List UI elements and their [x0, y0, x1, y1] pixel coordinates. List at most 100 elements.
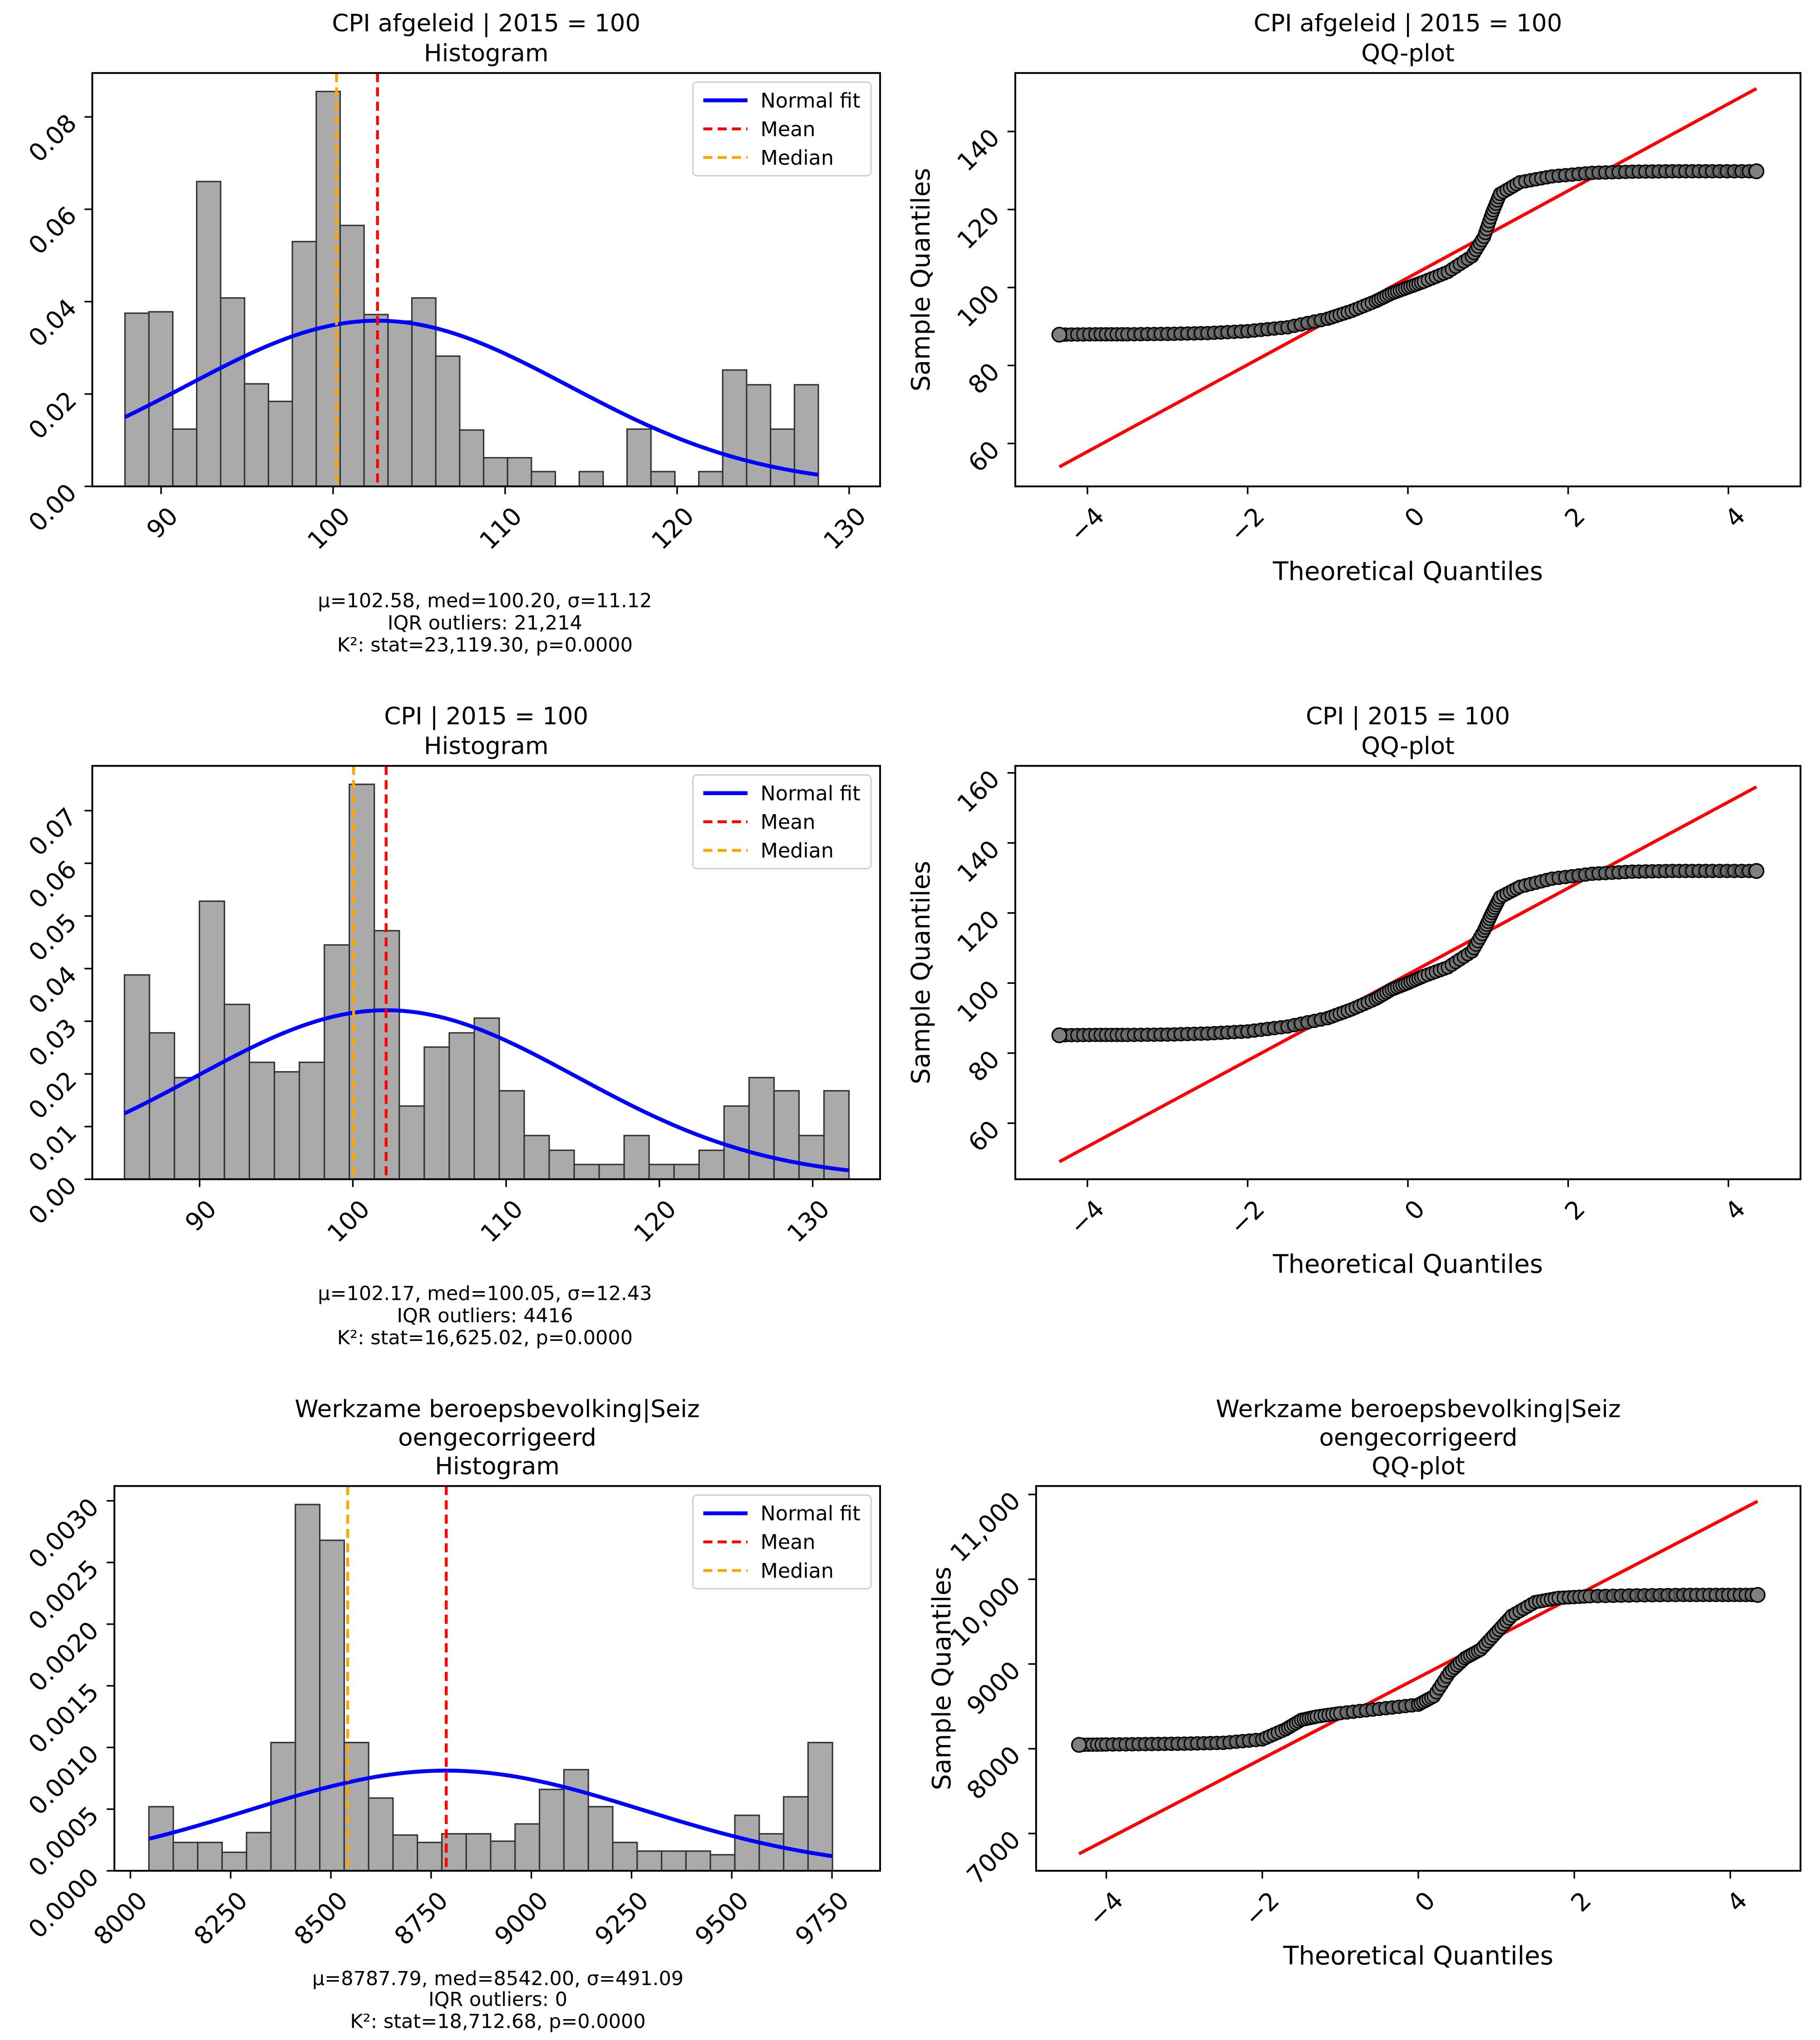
x-axis-label: Theoretical Quantiles	[1272, 557, 1543, 586]
histogram-bar	[770, 428, 795, 487]
histogram-bar	[507, 457, 532, 487]
histogram-bar	[723, 1105, 750, 1180]
qq-sample-band	[1053, 165, 1763, 341]
chart-title-line: QQ-plot	[1361, 732, 1455, 760]
chart-title-line: CPI | 2015 = 100	[1306, 703, 1510, 730]
histogram-bar	[267, 400, 293, 487]
y-tick-label: 80	[962, 1045, 1005, 1087]
y-tick-label: 0.0020	[23, 1616, 104, 1697]
legend: Normal fit Mean Median	[692, 1494, 872, 1590]
y-tick-label: 100	[951, 279, 1005, 333]
chart-title-line: CPI afgeleid | 2015 = 100	[332, 10, 640, 37]
x-tick-label: 100	[321, 1194, 375, 1248]
histogram-bar	[773, 1090, 800, 1180]
x-tick-label: 0	[1399, 501, 1431, 533]
y-tick-label: 0.00	[23, 1170, 82, 1230]
histogram-bar	[539, 1789, 565, 1871]
histogram-bar	[612, 1842, 638, 1871]
x-axis-label: Theoretical Quantiles	[1272, 1250, 1543, 1279]
histogram-bar	[198, 900, 226, 1180]
histogram-bar	[648, 1164, 675, 1180]
stats-annotation-line: μ=8787.79, med=8542.00, σ=491.09	[312, 1967, 684, 1990]
histogram-bar	[299, 1062, 325, 1180]
chart-title-line: CPI afgeleid | 2015 = 100	[1254, 10, 1562, 37]
y-tick-label: 0.0025	[23, 1554, 104, 1636]
histogram-bar	[578, 471, 604, 487]
y-tick-label: 0.07	[23, 802, 82, 861]
x-tick-label: 0	[1399, 1194, 1431, 1226]
histogram-bar	[548, 1149, 575, 1180]
histogram-bar	[368, 1797, 394, 1871]
histogram-bar	[363, 314, 389, 487]
y-tick-label: 160	[951, 764, 1005, 818]
histogram-bar	[482, 457, 508, 487]
legend-mean-label: Mean	[761, 118, 816, 141]
y-tick-label: 0.02	[23, 1065, 82, 1125]
chart-title-line: QQ-plot	[1372, 1453, 1465, 1480]
histogram-bar	[220, 297, 246, 487]
histogram-bar	[324, 944, 350, 1180]
y-tick-label: 0.01	[23, 1118, 82, 1177]
histogram-bar	[172, 1842, 199, 1871]
histogram-bar	[173, 1077, 200, 1180]
y-tick-label: 0.04	[23, 960, 82, 1019]
histogram-bar	[197, 1842, 223, 1871]
qq-sample-point	[1051, 326, 1067, 343]
histogram-bar	[746, 384, 772, 487]
chart-title-line: Werkzame beroepsbevolking|Seiz	[295, 1396, 699, 1423]
histogram-bar	[661, 1850, 687, 1871]
x-tick-label: 100	[302, 501, 356, 555]
histogram-bar	[124, 312, 150, 487]
qq-reference-line	[1078, 1499, 1759, 1856]
axes-frame	[1035, 1485, 1802, 1872]
histogram-bar	[598, 1164, 625, 1180]
x-tick-label: 2	[1559, 501, 1591, 533]
histogram-bar	[244, 383, 270, 487]
y-axis-label: Sample Quantiles	[927, 1567, 957, 1790]
chart-title-line: Werkzame beroepsbevolking|Seiz	[1216, 1396, 1621, 1423]
x-tick-label: 130	[781, 1194, 835, 1248]
y-tick-label: 0.05	[23, 907, 82, 967]
stats-annotation-line: IQR outliers: 4416	[397, 1304, 573, 1327]
qq-reference-line	[1058, 785, 1757, 1163]
histogram-bar	[196, 181, 221, 487]
chart-title-line: Histogram	[435, 1453, 560, 1480]
qq-sample-point	[1748, 163, 1765, 179]
y-tick-label: 11,000	[944, 1486, 1026, 1568]
y-tick-label: 80	[962, 357, 1005, 399]
histogram-bar	[783, 1796, 809, 1871]
plot-area	[1051, 87, 1765, 468]
x-tick-label: 9750	[789, 1886, 854, 1951]
qq-sample-point	[1748, 863, 1765, 879]
legend-mean-label: Mean	[761, 1531, 816, 1554]
histogram-bar	[523, 1135, 550, 1180]
histogram-bar	[823, 1090, 850, 1180]
x-tick-label: −4	[1063, 1194, 1110, 1240]
stats-annotation-line: IQR outliers: 0	[428, 1988, 567, 2011]
histogram-bar	[423, 1046, 450, 1180]
y-tick-label: 0.0005	[23, 1800, 104, 1882]
histogram-bar	[490, 1840, 516, 1871]
qq-sample-band	[1053, 864, 1763, 1042]
histogram-bar	[722, 369, 748, 487]
y-tick-label: 0.00	[23, 478, 82, 537]
plot-area	[1071, 1499, 1766, 1856]
histogram-bar	[587, 1806, 614, 1871]
histogram-bar	[392, 1834, 418, 1871]
histogram-bar	[246, 1832, 272, 1871]
normal-fit-curve	[123, 1008, 850, 1173]
y-tick-label: 120	[951, 201, 1005, 255]
x-tick-label: 8750	[389, 1886, 453, 1951]
histogram-bar	[248, 1062, 275, 1180]
histogram-bar	[798, 1135, 825, 1180]
histogram-bar	[623, 1135, 650, 1180]
histogram-bar	[698, 471, 723, 487]
histogram-bar	[748, 1077, 775, 1180]
legend-frame	[692, 81, 872, 177]
x-tick-label: 120	[628, 1194, 682, 1248]
histogram-bar	[698, 1149, 725, 1180]
